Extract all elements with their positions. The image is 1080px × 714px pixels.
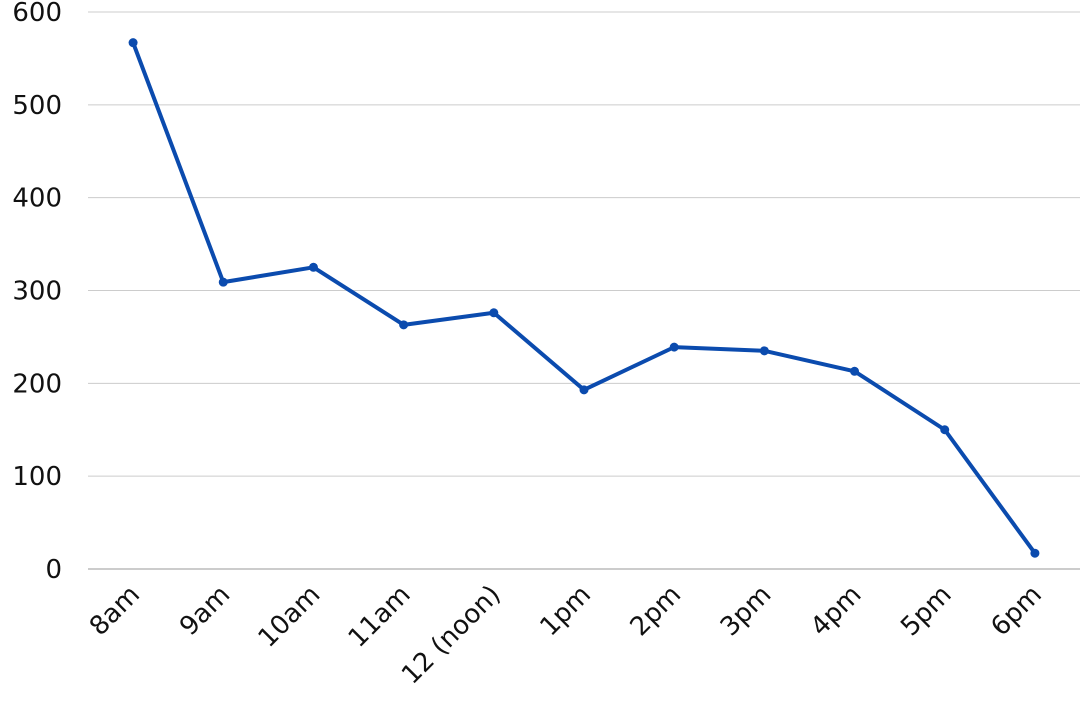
x-tick-label: 4pm [805,580,867,642]
y-tick-label: 500 [12,91,62,121]
data-point [308,262,318,272]
x-tick-label: 8am [84,580,146,642]
data-point [489,308,499,318]
y-tick-label: 400 [12,184,62,214]
data-point [128,38,138,48]
x-tick-label: 12 (noon) [396,580,507,691]
series [128,38,1040,558]
x-tick-label: 11am [343,580,417,654]
data-point [399,320,409,330]
x-tick-label: 9am [174,580,236,642]
x-tick-label: 6pm [985,580,1047,642]
gridlines [88,11,1080,570]
x-tick-label: 5pm [895,580,957,642]
data-point [579,385,589,395]
y-tick-label: 100 [12,462,62,492]
x-tick-label: 10am [253,580,327,654]
y-tick-label: 200 [12,369,62,399]
x-tick-label: 2pm [625,580,687,642]
data-point [850,366,860,376]
data-point [669,342,679,352]
y-axis-tick-labels: 0 100 200 300 400 500 600 [12,0,62,585]
x-tick-label: 1pm [534,580,596,642]
data-point [218,277,228,287]
y-tick-label: 300 [12,277,62,307]
data-point [1030,548,1040,558]
y-tick-label: 0 [45,555,62,585]
x-tick-label: 3pm [715,580,777,642]
data-point [940,425,950,435]
y-tick-label: 600 [12,0,62,28]
data-point [759,346,769,356]
